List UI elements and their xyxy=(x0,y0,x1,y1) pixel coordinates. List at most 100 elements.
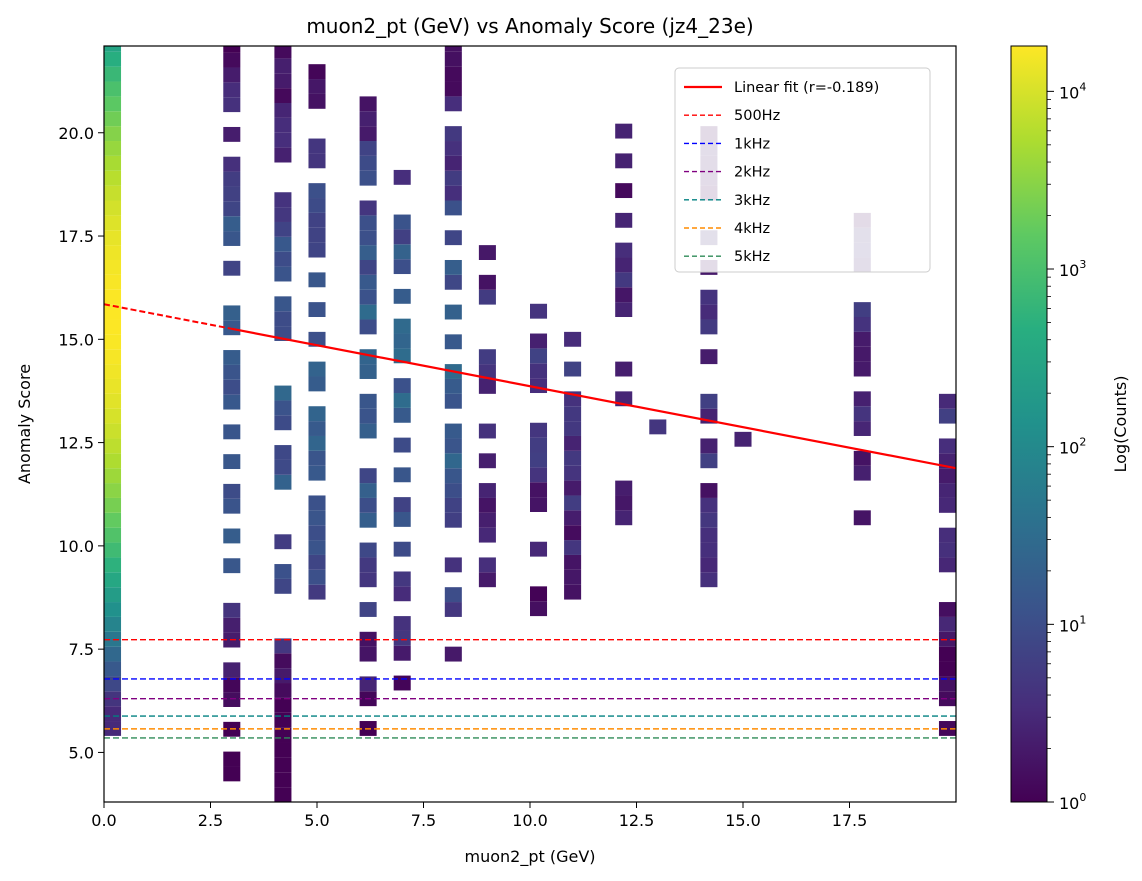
heatmap-cell xyxy=(938,408,956,424)
heatmap-cell xyxy=(444,141,462,156)
heatmap-cell xyxy=(104,170,122,186)
heatmap-cell xyxy=(615,257,633,273)
heatmap-cell xyxy=(308,525,326,541)
heatmap-cell xyxy=(615,123,633,139)
heatmap-cell xyxy=(274,638,292,654)
y-tick-label: 5.0 xyxy=(69,743,94,762)
heatmap-cell xyxy=(104,616,122,632)
heatmap-cell xyxy=(308,183,326,199)
heatmap-cell xyxy=(223,662,241,678)
heatmap-cell xyxy=(478,289,496,305)
x-axis-label: muon2_pt (GeV) xyxy=(464,847,595,867)
heatmap-cell xyxy=(308,138,326,154)
heatmap-cell xyxy=(938,483,956,498)
heatmap-cell xyxy=(308,302,326,318)
heatmap-cell xyxy=(223,498,241,514)
heatmap-cell xyxy=(274,712,292,728)
heatmap-cell xyxy=(104,66,122,82)
plot-area xyxy=(103,45,957,803)
heatmap-cell xyxy=(444,51,462,67)
heatmap-cell xyxy=(615,495,633,511)
heatmap-cell xyxy=(700,438,718,454)
heatmap-cell xyxy=(530,452,548,468)
heatmap-cell xyxy=(393,169,411,185)
colorbar-tick-label: 100 xyxy=(1059,791,1086,813)
heatmap-cell xyxy=(359,111,377,127)
heatmap-cell xyxy=(938,602,956,617)
heatmap-cell xyxy=(359,200,377,216)
heatmap-cell xyxy=(393,541,411,557)
heatmap-cell xyxy=(308,64,326,80)
heatmap-cell xyxy=(223,483,241,499)
heatmap-cell xyxy=(700,304,718,320)
heatmap-cell xyxy=(308,584,326,600)
colorbar-label: Log(Counts) xyxy=(1111,376,1130,473)
heatmap-cell xyxy=(359,141,377,156)
heatmap-cell xyxy=(223,364,241,380)
heatmap-cell xyxy=(393,259,411,275)
heatmap-cell xyxy=(853,391,871,407)
heatmap-cell xyxy=(104,527,122,543)
colorbar-tick-label: 102 xyxy=(1059,436,1086,458)
heatmap-cell xyxy=(274,117,292,133)
heatmap-cell xyxy=(393,229,411,245)
heatmap-cell xyxy=(104,215,122,231)
heatmap-cell xyxy=(444,453,462,469)
y-tick-label: 15.0 xyxy=(58,330,94,349)
heatmap-cell xyxy=(104,349,122,365)
x-tick-label: 17.5 xyxy=(832,811,868,830)
heatmap-cell xyxy=(564,554,582,570)
heatmap-cell xyxy=(359,319,377,335)
x-tick-label: 7.5 xyxy=(411,811,436,830)
heatmap-cell xyxy=(938,393,956,409)
heatmap-cell xyxy=(444,66,462,82)
heatmap-cell xyxy=(274,578,292,594)
heatmap-cell xyxy=(274,103,292,118)
heatmap-cell xyxy=(938,616,956,632)
heatmap-cell xyxy=(700,319,718,335)
heatmap-cell xyxy=(223,558,241,574)
heatmap-cell xyxy=(564,569,582,585)
heatmap-cell xyxy=(104,512,122,528)
heatmap-cell xyxy=(478,572,496,588)
colorbar-tick-label: 104 xyxy=(1059,80,1086,102)
heatmap-cell xyxy=(564,540,582,555)
heatmap-cell xyxy=(223,82,241,98)
heatmap-cell xyxy=(104,155,122,171)
heatmap-cell xyxy=(223,260,241,276)
heatmap-cell xyxy=(274,385,292,401)
heatmap-cell xyxy=(104,245,122,260)
heatmap-cell xyxy=(223,305,241,321)
heatmap-cell xyxy=(274,296,292,312)
heatmap-cell xyxy=(104,587,122,603)
heatmap-cell xyxy=(564,406,582,422)
heatmap-cell xyxy=(478,483,496,498)
heatmap-cell xyxy=(274,459,292,475)
heatmap-cell xyxy=(393,333,411,349)
heatmap-cell xyxy=(104,602,122,617)
x-tick-label: 12.5 xyxy=(619,811,655,830)
heatmap-cell xyxy=(274,474,292,490)
heatmap-cell xyxy=(564,331,582,347)
heatmap-cell xyxy=(938,468,956,484)
heatmap-cell xyxy=(308,79,326,94)
heatmap-cell xyxy=(359,542,377,558)
heatmap-cell xyxy=(444,512,462,528)
heatmap-cell xyxy=(223,751,241,767)
heatmap-cell xyxy=(223,394,241,410)
heatmap-cell xyxy=(223,46,241,53)
heatmap-cell xyxy=(274,534,292,550)
y-tick-label: 12.5 xyxy=(58,434,94,453)
heatmap-cells xyxy=(104,46,956,802)
heatmap-cell xyxy=(700,557,718,573)
colorbar-gradient xyxy=(1010,45,1048,803)
heatmap-cell xyxy=(308,376,326,392)
legend-label: 2kHz xyxy=(734,165,770,181)
heatmap-cell xyxy=(444,274,462,290)
heatmap-cell xyxy=(274,653,292,669)
heatmap-cell xyxy=(104,468,122,484)
heatmap-cell xyxy=(359,468,377,484)
heatmap-cell xyxy=(104,572,122,588)
heatmap-cell xyxy=(104,96,122,112)
heatmap-cell xyxy=(700,512,718,528)
